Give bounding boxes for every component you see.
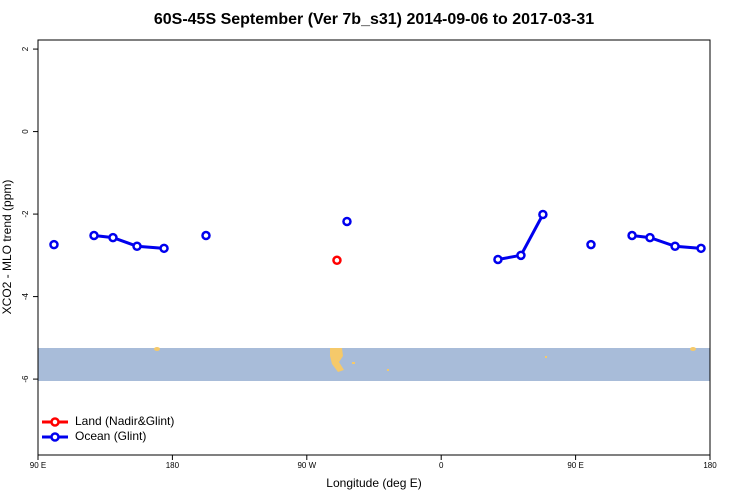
data-point [627, 230, 637, 241]
data-point [586, 239, 596, 250]
x-tick-label: 0 [439, 461, 444, 470]
x-axis-label: Longitude (deg E) [326, 476, 421, 490]
plot-frame [37, 39, 711, 456]
x-tick-label: 180 [166, 461, 180, 470]
data-point [696, 243, 706, 254]
data-point [342, 216, 352, 227]
x-tick-label: 90 E [567, 461, 583, 470]
data-point [332, 255, 342, 266]
y-tick-label: -6 [21, 375, 30, 383]
chart-title: 60S-45S September (Ver 7b_s31) 2014-09-0… [154, 11, 594, 28]
data-point [132, 241, 142, 252]
data-point [201, 230, 211, 241]
map-strip [38, 347, 710, 381]
series-line [93, 234, 165, 250]
data-point [670, 241, 680, 252]
legend-label: Ocean (Glint) [75, 429, 146, 443]
y-axis-label: XCO2 - MLO trend (ppm) [0, 180, 14, 315]
legend-marker [50, 417, 60, 427]
x-tick-label: 90 W [297, 461, 316, 470]
data-point [49, 239, 59, 250]
data-point [159, 243, 169, 254]
data-point [645, 232, 655, 243]
y-tick-label: -2 [21, 210, 30, 218]
data-point [89, 230, 99, 241]
y-tick-label: -4 [21, 292, 30, 300]
y-tick-label: 2 [21, 46, 30, 51]
legend-marker [50, 432, 60, 442]
data-point [108, 232, 118, 243]
data-point [538, 209, 548, 220]
legend-label: Land (Nadir&Glint) [75, 414, 174, 428]
series-line [631, 234, 702, 250]
x-tick-label: 180 [703, 461, 717, 470]
x-tick-label: 90 E [30, 461, 46, 470]
data-point [516, 250, 526, 261]
data-point [493, 254, 503, 265]
y-tick-label: 0 [21, 129, 30, 134]
